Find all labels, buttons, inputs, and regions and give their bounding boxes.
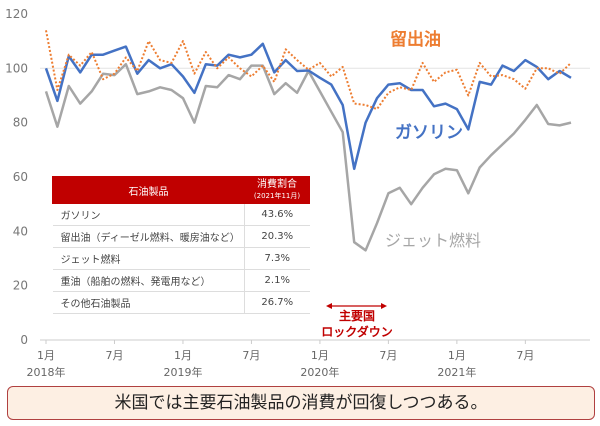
y-tick-label: 80 xyxy=(13,116,28,130)
table-row: 留出油（ディーゼル燃料、暖房油など） 20.3% xyxy=(52,225,310,248)
product-name: ジェット燃料 xyxy=(52,247,245,270)
share-value: 20.3% xyxy=(244,225,310,248)
product-name: その他石油製品 xyxy=(52,291,245,314)
share-value: 2.1% xyxy=(244,269,310,292)
arrow-head-right xyxy=(381,303,387,309)
header-share-label: 消費割合 xyxy=(257,178,297,190)
y-tick-label: 60 xyxy=(13,170,28,184)
y-tick-label: 120 xyxy=(5,7,28,21)
x-tick-month: 1月 xyxy=(37,349,55,362)
x-tick-month: 7月 xyxy=(242,349,260,362)
product-name: 重油（船舶の燃料、発電用など） xyxy=(52,269,245,292)
series-label: ガソリン xyxy=(395,123,463,143)
header-share: 消費割合 (2021年11月) xyxy=(244,176,310,204)
lockdown-label: ロックダウン xyxy=(321,324,393,339)
series-label: ジェット燃料 xyxy=(385,231,481,250)
x-tick-year: 2020年 xyxy=(300,365,339,379)
consumption-share-table: 石油製品 消費割合 (2021年11月) ガソリン 43.6% 留出油（ディーゼル燃料… xyxy=(52,176,310,314)
x-tick-month: 7月 xyxy=(516,349,534,362)
x-tick-year: 2021年 xyxy=(437,365,476,379)
product-name: ガソリン xyxy=(52,203,245,226)
series-label: 留出油 xyxy=(390,29,441,50)
x-tick-month: 1月 xyxy=(448,349,466,362)
share-value: 43.6% xyxy=(244,203,310,226)
arrow-head-left xyxy=(326,303,332,309)
table-row: 重油（船舶の燃料、発電用など） 2.1% xyxy=(52,269,310,292)
y-tick-label: 100 xyxy=(5,61,28,75)
x-tick-month: 1月 xyxy=(311,349,329,362)
y-tick-label: 0 xyxy=(20,333,28,347)
summary-message: 米国では主要石油製品の消費が回復しつつある。 xyxy=(7,386,595,420)
x-tick-month: 1月 xyxy=(174,349,192,362)
x-tick-year: 2018年 xyxy=(27,365,66,379)
share-value: 7.3% xyxy=(244,247,310,270)
header-share-note: (2021年11月) xyxy=(253,191,301,200)
table-row: その他石油製品 26.7% xyxy=(52,291,310,314)
x-tick-year: 2019年 xyxy=(163,365,202,379)
table-row: ガソリン 43.6% xyxy=(52,203,310,226)
x-tick-month: 7月 xyxy=(105,349,123,362)
table-row: ジェット燃料 7.3% xyxy=(52,247,310,270)
x-tick-month: 7月 xyxy=(379,349,397,362)
share-value: 26.7% xyxy=(244,291,310,314)
y-tick-label: 20 xyxy=(13,279,28,293)
series-line-0 xyxy=(45,30,572,111)
series-line-1 xyxy=(44,42,572,171)
header-product: 石油製品 xyxy=(52,176,245,204)
y-tick-label: 40 xyxy=(13,224,28,238)
lockdown-label: 主要国 xyxy=(339,308,375,323)
product-name: 留出油（ディーゼル燃料、暖房油など） xyxy=(52,225,245,248)
